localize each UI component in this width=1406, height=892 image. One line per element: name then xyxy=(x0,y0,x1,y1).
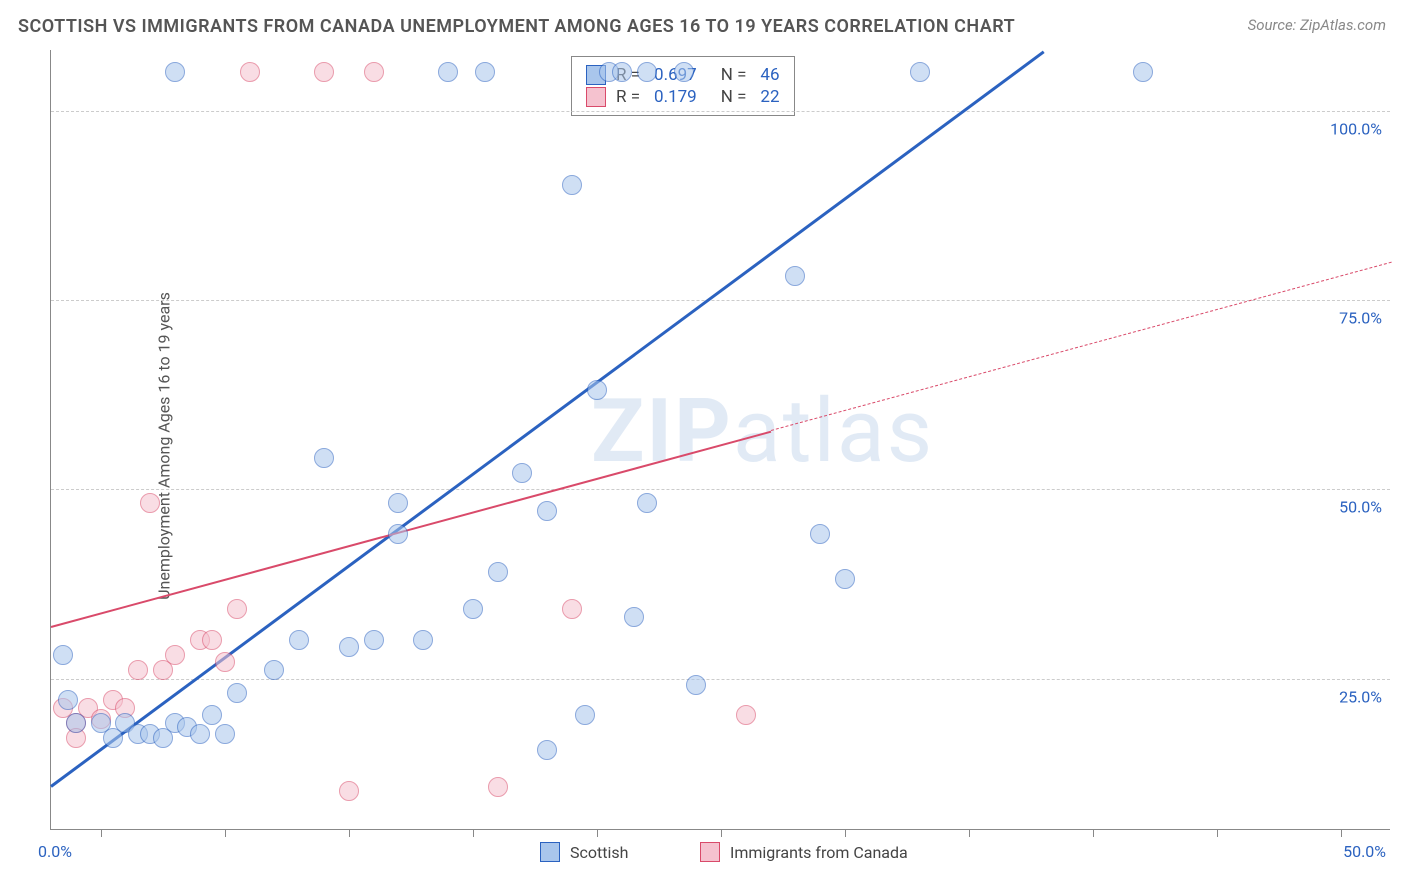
point-scottish xyxy=(810,524,830,544)
point-scottish xyxy=(686,675,706,695)
point-scottish xyxy=(475,62,495,82)
point-canada xyxy=(140,493,160,513)
legend-label-scottish: Scottish xyxy=(570,843,628,862)
x-tick xyxy=(597,829,598,837)
stat-row-canada: R = 0.179 N = 22 xyxy=(586,87,780,107)
point-canada xyxy=(215,652,235,672)
point-scottish xyxy=(537,501,557,521)
source-attribution: Source: ZipAtlas.com xyxy=(1248,16,1386,34)
y-tick-label: 50.0% xyxy=(1339,498,1382,517)
point-scottish xyxy=(785,266,805,286)
stat-n-scottish: 46 xyxy=(760,65,779,85)
y-tick-label: 25.0% xyxy=(1339,687,1382,706)
stat-r-label: R = xyxy=(616,87,640,107)
x-tick xyxy=(473,829,474,837)
point-scottish xyxy=(190,724,210,744)
x-tick-label-max: 50.0% xyxy=(1343,842,1386,861)
chart-title: SCOTTISH VS IMMIGRANTS FROM CANADA UNEMP… xyxy=(18,16,1015,37)
stat-n-label: N = xyxy=(721,65,747,85)
point-scottish xyxy=(537,740,557,760)
point-canada xyxy=(488,777,508,797)
point-scottish xyxy=(637,62,657,82)
point-canada xyxy=(128,660,148,680)
point-scottish xyxy=(413,630,433,650)
point-scottish xyxy=(674,62,694,82)
point-scottish xyxy=(339,637,359,657)
y-tick-label: 100.0% xyxy=(1330,119,1382,138)
x-tick xyxy=(1341,829,1342,837)
watermark-bold: ZIP xyxy=(591,380,733,483)
point-scottish xyxy=(1133,62,1153,82)
point-scottish xyxy=(575,705,595,725)
point-canada xyxy=(227,599,247,619)
point-scottish xyxy=(165,62,185,82)
point-canada xyxy=(736,705,756,725)
x-tick xyxy=(969,829,970,837)
watermark-rest: atlas xyxy=(733,380,934,483)
point-scottish xyxy=(624,607,644,627)
point-scottish xyxy=(53,645,73,665)
point-scottish xyxy=(512,463,532,483)
point-canada xyxy=(314,62,334,82)
point-scottish xyxy=(562,175,582,195)
point-scottish xyxy=(264,660,284,680)
point-scottish xyxy=(289,630,309,650)
stat-n-canada: 22 xyxy=(760,87,779,107)
point-scottish xyxy=(388,524,408,544)
point-scottish xyxy=(58,690,78,710)
point-scottish xyxy=(66,713,86,733)
point-scottish xyxy=(637,493,657,513)
gridline xyxy=(51,300,1390,301)
scatter-plot: ZIPatlas R = 0.697 N = 46 R = 0.179 N = … xyxy=(50,50,1390,830)
legend-scottish: Scottish xyxy=(540,842,628,862)
point-scottish xyxy=(388,493,408,513)
point-canada xyxy=(339,781,359,801)
stat-n-label: N = xyxy=(721,87,747,107)
point-canada xyxy=(364,62,384,82)
swatch-canada xyxy=(586,87,606,107)
point-scottish xyxy=(364,630,384,650)
point-scottish xyxy=(215,724,235,744)
point-scottish xyxy=(587,380,607,400)
point-scottish xyxy=(202,705,222,725)
x-tick xyxy=(101,829,102,837)
legend-swatch-scottish xyxy=(540,842,560,862)
point-scottish xyxy=(612,62,632,82)
point-scottish xyxy=(314,448,334,468)
x-tick xyxy=(225,829,226,837)
point-scottish xyxy=(835,569,855,589)
point-scottish xyxy=(227,683,247,703)
point-canada xyxy=(562,599,582,619)
gridline xyxy=(51,111,1390,112)
x-tick xyxy=(721,829,722,837)
point-canada xyxy=(202,630,222,650)
x-tick xyxy=(845,829,846,837)
point-scottish xyxy=(438,62,458,82)
point-scottish xyxy=(463,599,483,619)
legend-swatch-canada xyxy=(700,842,720,862)
x-tick xyxy=(349,829,350,837)
gridline xyxy=(51,679,1390,680)
trend-line xyxy=(50,50,1044,787)
x-tick-label-min: 0.0% xyxy=(38,842,72,861)
gridline xyxy=(51,489,1390,490)
point-canada xyxy=(165,645,185,665)
legend-label-canada: Immigrants from Canada xyxy=(730,843,908,862)
y-tick-label: 75.0% xyxy=(1339,308,1382,327)
stat-r-canada: 0.179 xyxy=(654,87,697,107)
point-canada xyxy=(240,62,260,82)
trend-line xyxy=(51,430,771,627)
x-tick xyxy=(1093,829,1094,837)
point-scottish xyxy=(910,62,930,82)
x-tick xyxy=(1217,829,1218,837)
trend-line xyxy=(770,262,1391,431)
legend-canada: Immigrants from Canada xyxy=(700,842,908,862)
point-scottish xyxy=(488,562,508,582)
